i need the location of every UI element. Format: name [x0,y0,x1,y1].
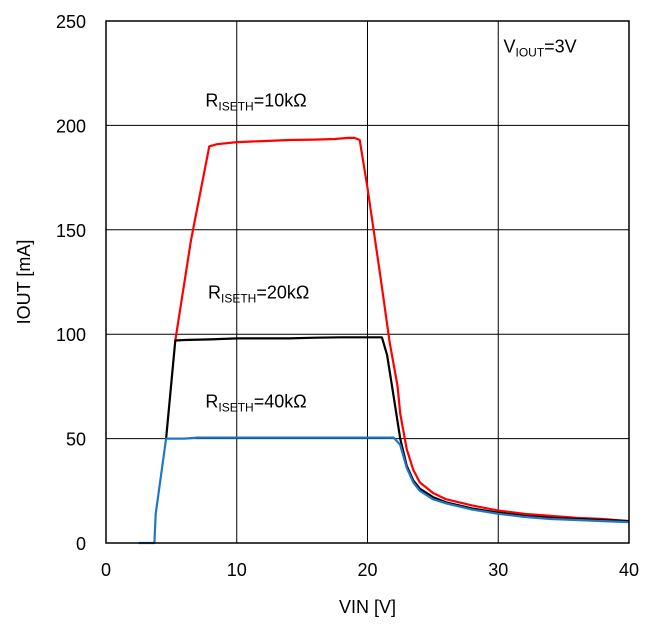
annotation-r40k: RISETH=40kΩ [205,391,306,414]
series-group [138,136,630,545]
x-tick-label: 0 [101,560,111,580]
annotation-viout: VIOUT=3V [503,36,576,59]
x-tick-label: 20 [357,560,377,580]
x-tick-label: 10 [227,560,247,580]
y-tick-label: 150 [56,221,86,241]
y-tick-label: 50 [66,430,86,450]
y-tick-label: 200 [56,116,86,136]
y-tick-label: 0 [76,534,86,554]
y-tick-label: 100 [56,325,86,345]
annotation-r10k: RISETH=10kΩ [205,91,306,114]
y-axis-title: IOUT [mA] [14,240,34,325]
x-tick-labels: 0 10 20 30 40 [101,560,639,580]
x-tick-label: 40 [619,560,639,580]
x-tick-label: 30 [488,560,508,580]
plot-frame [105,20,630,544]
annotation-r20k: RISETH=20kΩ [208,283,309,306]
annotations: VIOUT=3V RISETH=10kΩ RISETH=20kΩ RISETH=40k… [205,36,576,414]
y-tick-labels: 0 50 100 150 200 250 [56,12,86,554]
series-line-1 [174,136,630,523]
x-axis-title: VIN [V] [339,597,396,617]
y-tick-label: 250 [56,12,86,32]
series-line-3 [138,436,630,545]
